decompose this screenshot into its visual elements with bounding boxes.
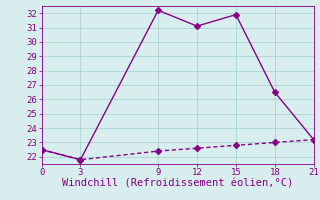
X-axis label: Windchill (Refroidissement éolien,°C): Windchill (Refroidissement éolien,°C) bbox=[62, 179, 293, 189]
